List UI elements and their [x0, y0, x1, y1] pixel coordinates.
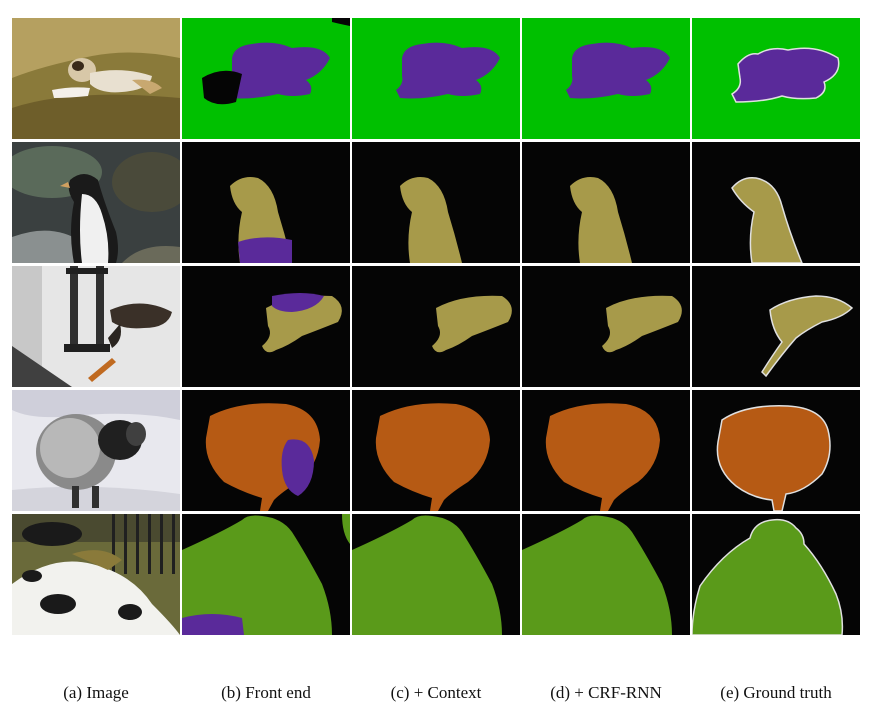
segmentation-map-bird-feeder — [182, 266, 350, 387]
cell-bird-feeder-front-end — [182, 266, 350, 387]
segmentation-map-cow — [352, 514, 520, 635]
cell-sheep-image — [12, 390, 180, 511]
segmentation-map-dog — [522, 18, 690, 139]
cell-penguin-context — [352, 142, 520, 263]
segmentation-map-sheep — [182, 390, 350, 511]
cell-dog-front-end — [182, 18, 350, 139]
cell-cow-ground-truth — [692, 514, 860, 635]
cell-cow-front-end — [182, 514, 350, 635]
cell-penguin-crf-rnn — [522, 142, 690, 263]
caption-image: (a) Image — [63, 683, 129, 702]
cell-sheep-context — [352, 390, 520, 511]
cell-cow-crf-rnn — [522, 514, 690, 635]
photo-bird-feeder — [12, 266, 180, 387]
segmentation-map-penguin — [352, 142, 520, 263]
segmentation-map-cow — [182, 514, 350, 635]
cell-bird-feeder-ground-truth — [692, 266, 860, 387]
caption-ground-truth: (e) Ground truth — [720, 683, 832, 702]
caption-crf-rnn: (d) + CRF-RNN — [550, 683, 662, 702]
segmentation-map-bird-feeder — [692, 266, 860, 387]
cell-dog-crf-rnn — [522, 18, 690, 139]
photo-sheep — [12, 390, 180, 511]
caption-context: (c) + Context — [390, 683, 482, 702]
segmentation-map-bird-feeder — [352, 266, 520, 387]
cell-bird-feeder-image — [12, 266, 180, 387]
photo-penguin — [12, 142, 180, 263]
photo-cow — [12, 514, 180, 635]
segmentation-map-dog — [692, 18, 860, 139]
segmentation-map-cow — [522, 514, 690, 635]
cell-bird-feeder-crf-rnn — [522, 266, 690, 387]
cell-sheep-front-end — [182, 390, 350, 511]
cell-sheep-crf-rnn — [522, 390, 690, 511]
cell-dog-image — [12, 18, 180, 139]
segmentation-map-penguin — [692, 142, 860, 263]
cell-sheep-ground-truth — [692, 390, 860, 511]
cell-penguin-front-end — [182, 142, 350, 263]
segmentation-map-dog — [352, 18, 520, 139]
cell-penguin-ground-truth — [692, 142, 860, 263]
segmentation-map-bird-feeder — [522, 266, 690, 387]
cell-dog-context — [352, 18, 520, 139]
segmentation-map-cow — [692, 514, 860, 635]
segmentation-map-penguin — [182, 142, 350, 263]
caption-front-end: (b) Front end — [221, 683, 311, 702]
segmentation-map-sheep — [352, 390, 520, 511]
cell-cow-image — [12, 514, 180, 635]
segmentation-map-penguin — [522, 142, 690, 263]
segmentation-map-sheep — [692, 390, 860, 511]
cell-bird-feeder-context — [352, 266, 520, 387]
segmentation-map-sheep — [522, 390, 690, 511]
segmentation-map-dog — [182, 18, 350, 139]
cell-dog-ground-truth — [692, 18, 860, 139]
cell-penguin-image — [12, 142, 180, 263]
cell-cow-context — [352, 514, 520, 635]
photo-dog — [12, 18, 180, 139]
